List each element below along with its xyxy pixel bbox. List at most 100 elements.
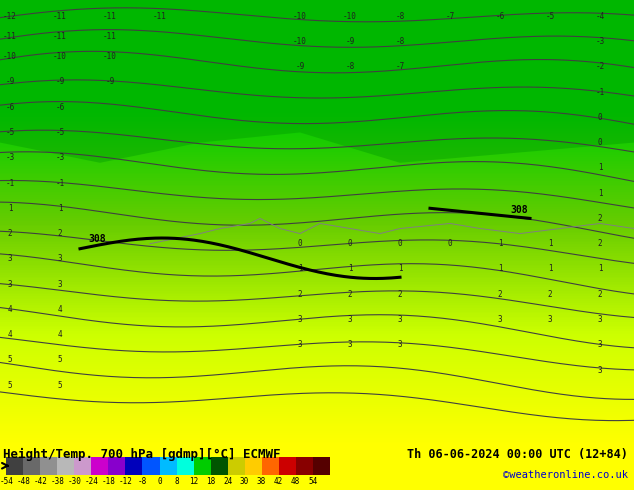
Bar — [228, 457, 245, 474]
Text: 4: 4 — [58, 330, 62, 339]
Text: -8: -8 — [396, 12, 404, 21]
Text: 2: 2 — [398, 290, 403, 299]
Text: -4: -4 — [595, 12, 605, 21]
Bar — [210, 457, 228, 474]
Text: 1: 1 — [498, 265, 502, 273]
Text: 30: 30 — [240, 477, 249, 486]
Text: 3: 3 — [598, 315, 602, 324]
Text: -8: -8 — [138, 477, 147, 486]
Text: 308: 308 — [88, 234, 106, 244]
Text: 1: 1 — [598, 265, 602, 273]
Text: 1: 1 — [598, 163, 602, 172]
Bar — [245, 457, 262, 474]
Text: -1: -1 — [55, 178, 65, 188]
Text: 3: 3 — [347, 340, 353, 349]
Text: -5: -5 — [545, 12, 555, 21]
Text: 3: 3 — [398, 340, 403, 349]
Text: 308: 308 — [510, 205, 527, 215]
Bar — [126, 457, 143, 474]
Bar — [160, 457, 176, 474]
Text: 2: 2 — [548, 290, 552, 299]
Text: 1: 1 — [598, 189, 602, 197]
Text: 0: 0 — [157, 477, 162, 486]
Text: -11: -11 — [103, 12, 117, 21]
Text: 24: 24 — [223, 477, 232, 486]
Text: 1: 1 — [298, 265, 302, 273]
Text: 2: 2 — [498, 290, 502, 299]
Text: 48: 48 — [291, 477, 301, 486]
Text: -9: -9 — [346, 37, 354, 46]
Bar — [91, 457, 108, 474]
Text: -10: -10 — [293, 12, 307, 21]
Text: -8: -8 — [396, 37, 404, 46]
Text: -1: -1 — [595, 88, 605, 97]
Text: -11: -11 — [3, 32, 17, 41]
Text: 3: 3 — [598, 366, 602, 374]
Bar — [262, 457, 278, 474]
Text: -48: -48 — [16, 477, 30, 486]
Text: 0: 0 — [448, 239, 452, 248]
Text: Th 06-06-2024 00:00 UTC (12+84): Th 06-06-2024 00:00 UTC (12+84) — [407, 448, 628, 461]
Text: -6: -6 — [495, 12, 505, 21]
Text: 1: 1 — [548, 239, 552, 248]
Text: -42: -42 — [34, 477, 48, 486]
Text: 42: 42 — [274, 477, 283, 486]
Text: -38: -38 — [51, 477, 64, 486]
Text: 5: 5 — [8, 381, 12, 390]
Text: -24: -24 — [84, 477, 98, 486]
Text: -11: -11 — [153, 12, 167, 21]
Text: 2: 2 — [298, 290, 302, 299]
Text: 18: 18 — [206, 477, 215, 486]
Text: 5: 5 — [58, 381, 62, 390]
Text: -11: -11 — [53, 12, 67, 21]
Bar — [108, 457, 126, 474]
Text: 38: 38 — [257, 477, 266, 486]
Text: -12: -12 — [3, 12, 17, 21]
Text: -30: -30 — [67, 477, 81, 486]
Text: -10: -10 — [293, 37, 307, 46]
Text: -11: -11 — [103, 32, 117, 41]
Text: 8: 8 — [174, 477, 179, 486]
Text: -3: -3 — [595, 37, 605, 46]
Bar — [58, 457, 74, 474]
Bar — [41, 457, 58, 474]
Text: -10: -10 — [3, 52, 17, 61]
Bar — [278, 457, 295, 474]
Text: 4: 4 — [8, 305, 12, 314]
Text: -2: -2 — [595, 62, 605, 71]
Text: 1: 1 — [398, 265, 403, 273]
Text: -3: -3 — [5, 153, 15, 162]
Text: 54: 54 — [308, 477, 317, 486]
Bar — [176, 457, 193, 474]
Bar — [23, 457, 41, 474]
Text: 4: 4 — [8, 330, 12, 339]
Text: 3: 3 — [8, 280, 12, 289]
Text: 0: 0 — [298, 239, 302, 248]
Text: 2: 2 — [598, 214, 602, 223]
Text: -8: -8 — [346, 62, 354, 71]
Text: -3: -3 — [55, 153, 65, 162]
Text: -10: -10 — [103, 52, 117, 61]
Text: 0: 0 — [347, 239, 353, 248]
Text: -54: -54 — [0, 477, 13, 486]
Text: 3: 3 — [58, 254, 62, 263]
Text: -9: -9 — [105, 77, 115, 86]
Text: 5: 5 — [8, 355, 12, 365]
Text: 1: 1 — [548, 265, 552, 273]
Text: -5: -5 — [5, 128, 15, 137]
Text: ©weatheronline.co.uk: ©weatheronline.co.uk — [503, 470, 628, 480]
Text: 1: 1 — [347, 265, 353, 273]
Bar — [143, 457, 160, 474]
Text: 3: 3 — [58, 280, 62, 289]
Text: 0: 0 — [598, 113, 602, 122]
Text: 4: 4 — [58, 305, 62, 314]
Text: -9: -9 — [55, 77, 65, 86]
Text: -10: -10 — [53, 52, 67, 61]
Text: 3: 3 — [548, 315, 552, 324]
Text: 3: 3 — [498, 315, 502, 324]
Text: 1: 1 — [498, 239, 502, 248]
Text: -7: -7 — [396, 62, 404, 71]
Polygon shape — [0, 0, 634, 163]
Text: 3: 3 — [298, 315, 302, 324]
Text: 0: 0 — [398, 239, 403, 248]
